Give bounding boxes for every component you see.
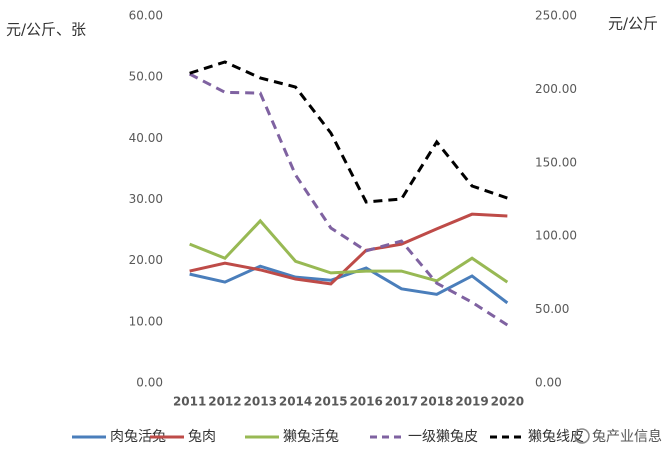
x-tick-label: 2017 xyxy=(385,395,418,409)
y2-tick-label: 100.00 xyxy=(535,229,577,243)
y2-tick-label: 200.00 xyxy=(535,82,577,96)
x-tick-label: 2012 xyxy=(208,395,241,409)
legend-item: 肉兔活兔 xyxy=(72,429,166,445)
watermark: 兔产业信息 xyxy=(574,428,662,445)
x-tick-label: 2014 xyxy=(279,395,312,409)
legend-label: 肉兔活兔 xyxy=(110,429,166,445)
x-tick-label: 2013 xyxy=(244,395,277,409)
legend-item: 一级獭兔皮 xyxy=(370,429,478,445)
y-axis-title: 元/公斤、张 xyxy=(6,21,86,39)
y-tick-label: 0.00 xyxy=(136,376,163,390)
y-tick-label: 10.00 xyxy=(129,314,163,328)
y2-tick-label: 0.00 xyxy=(535,376,562,390)
watermark-text: 兔产业信息 xyxy=(592,428,662,445)
legend-item: 獭兔线皮 xyxy=(490,429,584,445)
x-tick-label: 2019 xyxy=(455,395,488,409)
y-tick-label: 30.00 xyxy=(129,192,163,206)
x-tick-label: 2011 xyxy=(173,395,206,409)
series-line xyxy=(189,264,509,305)
watermark-icon xyxy=(574,428,590,444)
series-line xyxy=(189,218,509,284)
legend-label: 獭兔线皮 xyxy=(528,429,584,445)
x-tick-label: 2018 xyxy=(420,395,453,409)
y2-tick-label: 250.00 xyxy=(535,9,577,23)
legend-label: 一级獭兔皮 xyxy=(408,429,478,445)
x-tick-label: 2020 xyxy=(491,395,524,409)
x-tick-label: 2016 xyxy=(349,395,382,409)
y-tick-label: 50.00 xyxy=(129,70,163,84)
y2-tick-label: 150.00 xyxy=(535,155,577,169)
legend-item: 兔肉 xyxy=(150,429,216,445)
legend-item: 獭兔活兔 xyxy=(245,429,339,445)
y-tick-label: 40.00 xyxy=(129,131,163,145)
series-line xyxy=(189,212,508,286)
x-tick-label: 2015 xyxy=(314,395,347,409)
y-tick-label: 20.00 xyxy=(129,253,163,267)
legend-label: 獭兔活兔 xyxy=(283,429,339,445)
y2-tick-label: 50.00 xyxy=(535,302,569,316)
legend-label: 兔肉 xyxy=(188,429,216,445)
y-tick-label: 60.00 xyxy=(129,9,163,23)
y2-axis-title: 元/公斤 xyxy=(608,15,658,33)
series-line xyxy=(189,60,508,204)
series-line xyxy=(188,72,509,327)
